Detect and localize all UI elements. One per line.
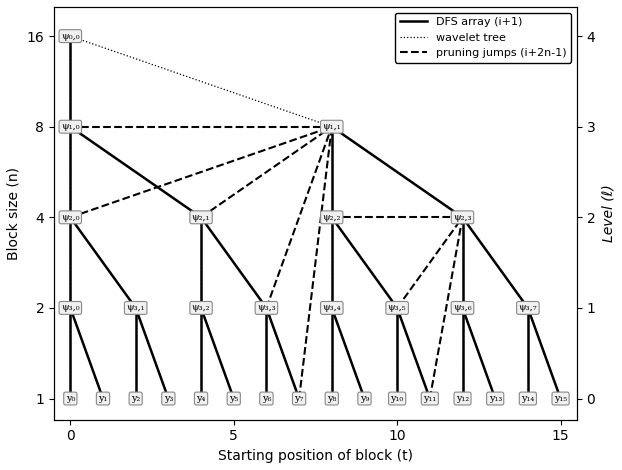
- Text: ψ₀,₀: ψ₀,₀: [61, 31, 80, 40]
- Text: ψ₃,₇: ψ₃,₇: [519, 304, 537, 313]
- Text: ψ₃,₃: ψ₃,₃: [257, 304, 276, 313]
- Text: y₈: y₈: [327, 394, 337, 403]
- Text: y₅: y₅: [229, 394, 238, 403]
- Text: y₉: y₉: [360, 394, 369, 403]
- Y-axis label: Level (ℓ): Level (ℓ): [601, 185, 615, 242]
- Text: y₀: y₀: [66, 394, 75, 403]
- Text: y₁₀: y₁₀: [391, 394, 404, 403]
- Text: y₁: y₁: [98, 394, 108, 403]
- Text: ψ₃,₁: ψ₃,₁: [126, 304, 145, 313]
- Text: ψ₂,₃: ψ₂,₃: [453, 213, 471, 222]
- Text: y₁₃: y₁₃: [488, 394, 502, 403]
- Legend: DFS array (i+1), wavelet tree, pruning jumps (i+2n-1): DFS array (i+1), wavelet tree, pruning j…: [395, 13, 572, 63]
- Text: ψ₂,₂: ψ₂,₂: [323, 213, 341, 222]
- Text: ψ₁,₁: ψ₁,₁: [322, 122, 341, 131]
- Text: y₁₄: y₁₄: [521, 394, 534, 403]
- Text: ψ₂,₁: ψ₂,₁: [192, 213, 210, 222]
- X-axis label: Starting position of block (t): Starting position of block (t): [218, 449, 413, 463]
- Text: y₆: y₆: [262, 394, 271, 403]
- Text: y₂: y₂: [131, 394, 141, 403]
- Text: ψ₁,₀: ψ₁,₀: [61, 122, 80, 131]
- Y-axis label: Block size (n): Block size (n): [7, 167, 21, 260]
- Text: y₁₁: y₁₁: [423, 394, 437, 403]
- Text: ψ₃,₅: ψ₃,₅: [388, 304, 406, 313]
- Text: y₃: y₃: [164, 394, 173, 403]
- Text: ψ₃,₄: ψ₃,₄: [322, 304, 341, 313]
- Text: ψ₃,₀: ψ₃,₀: [61, 304, 80, 313]
- Text: y₇: y₇: [294, 394, 304, 403]
- Text: ψ₃,₂: ψ₃,₂: [192, 304, 210, 313]
- Text: ψ₃,₆: ψ₃,₆: [453, 304, 472, 313]
- Text: y₁₅: y₁₅: [554, 394, 567, 403]
- Text: ψ₂,₀: ψ₂,₀: [61, 213, 80, 222]
- Text: y₄: y₄: [197, 394, 206, 403]
- Text: y₁₂: y₁₂: [456, 394, 469, 403]
